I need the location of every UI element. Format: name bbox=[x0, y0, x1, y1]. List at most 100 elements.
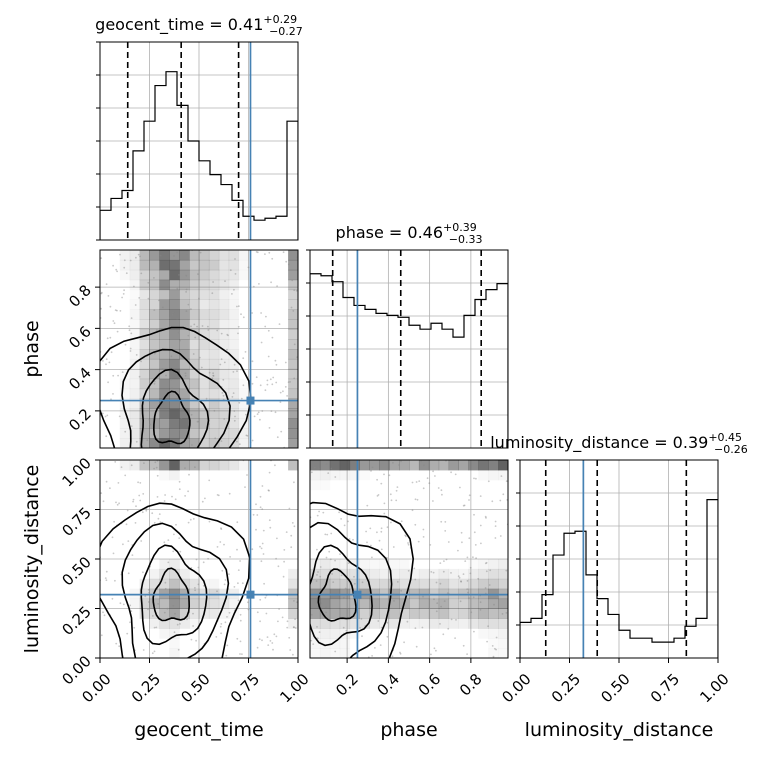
sample-point bbox=[126, 632, 129, 635]
sample-point bbox=[411, 509, 414, 512]
density-cell bbox=[319, 578, 331, 590]
density-cell bbox=[129, 408, 141, 419]
sample-point bbox=[422, 487, 425, 490]
sample-point bbox=[153, 352, 156, 355]
sample-point bbox=[270, 410, 273, 412]
sample-point bbox=[229, 556, 232, 558]
sample-point bbox=[134, 522, 137, 524]
density-cell bbox=[409, 608, 420, 619]
sample-point bbox=[374, 647, 376, 649]
density-cell bbox=[159, 598, 170, 609]
density-cell bbox=[438, 608, 450, 619]
sample-point bbox=[271, 336, 274, 339]
density-cell bbox=[129, 259, 141, 271]
sample-point bbox=[208, 520, 211, 523]
density-cell bbox=[329, 608, 341, 619]
sample-point bbox=[494, 525, 497, 527]
density-cell bbox=[389, 618, 400, 629]
density-cell bbox=[349, 559, 360, 570]
density-cell bbox=[139, 250, 150, 261]
sample-point bbox=[485, 561, 488, 564]
density-cell bbox=[139, 358, 150, 370]
density-cell bbox=[169, 598, 180, 609]
density-cell bbox=[189, 398, 200, 409]
sample-point bbox=[174, 498, 177, 501]
density-cell bbox=[179, 319, 190, 330]
sample-point bbox=[237, 569, 240, 571]
sample-point bbox=[172, 550, 175, 553]
density-cell bbox=[238, 388, 249, 399]
density-cell bbox=[448, 598, 459, 609]
density-cell bbox=[399, 618, 410, 629]
sample-point bbox=[491, 645, 494, 647]
x-tick-label: 0.00 bbox=[498, 670, 534, 706]
sample-point bbox=[204, 497, 206, 500]
sample-point bbox=[242, 384, 245, 387]
sample-point bbox=[110, 351, 113, 354]
sample-point bbox=[255, 528, 257, 531]
sample-point bbox=[170, 441, 172, 444]
sample-point bbox=[270, 281, 272, 284]
density-cell bbox=[199, 408, 210, 419]
sample-point bbox=[414, 578, 417, 581]
density-cell bbox=[199, 339, 210, 350]
density-cell bbox=[189, 289, 200, 300]
density-cell bbox=[208, 358, 220, 370]
sample-point bbox=[241, 582, 244, 585]
density-cell bbox=[159, 259, 170, 271]
density-cell bbox=[329, 638, 341, 649]
density-cell bbox=[169, 250, 180, 261]
sample-point bbox=[282, 251, 285, 254]
sample-point bbox=[275, 557, 277, 560]
density-cell bbox=[149, 289, 160, 300]
sample-point bbox=[220, 623, 223, 625]
sample-point bbox=[192, 612, 194, 615]
sample-point bbox=[283, 549, 286, 551]
density-cell bbox=[319, 568, 331, 580]
density-cell bbox=[199, 368, 210, 380]
sample-point bbox=[185, 288, 188, 291]
density-cell bbox=[159, 368, 170, 380]
sample-point bbox=[112, 264, 114, 267]
sample-point bbox=[383, 512, 386, 515]
sample-point bbox=[293, 626, 295, 629]
density-cell bbox=[149, 378, 160, 390]
sample-point bbox=[197, 273, 199, 275]
sample-point bbox=[279, 391, 282, 394]
density-cell bbox=[399, 559, 410, 570]
sample-point bbox=[179, 623, 181, 625]
sample-point bbox=[292, 653, 294, 656]
sample-point bbox=[267, 644, 270, 646]
density-cell bbox=[169, 269, 180, 281]
sample-point bbox=[442, 570, 445, 573]
density-cell bbox=[228, 398, 240, 409]
sample-point bbox=[310, 639, 313, 642]
density-cell bbox=[339, 469, 351, 481]
density-cell bbox=[199, 259, 210, 271]
sample-point bbox=[245, 413, 247, 416]
density-cell bbox=[228, 378, 240, 390]
sample-point bbox=[331, 573, 333, 575]
density-cell bbox=[119, 408, 131, 419]
sample-point bbox=[414, 523, 417, 526]
sample-point bbox=[422, 536, 425, 538]
sample-point bbox=[232, 371, 235, 373]
sample-point bbox=[289, 381, 291, 383]
density-cell bbox=[498, 578, 508, 590]
sample-point bbox=[220, 632, 223, 635]
sample-point bbox=[148, 591, 151, 594]
density-cell bbox=[218, 358, 230, 370]
density-cell bbox=[379, 568, 390, 580]
panel-frame bbox=[99, 249, 299, 449]
density-cell bbox=[310, 578, 321, 590]
x-tick-label: 0.50 bbox=[177, 670, 213, 706]
density-cell bbox=[349, 578, 360, 590]
density-cell bbox=[310, 608, 321, 619]
density-cell bbox=[228, 329, 240, 340]
sample-point bbox=[190, 638, 193, 641]
sample-point bbox=[125, 523, 128, 526]
density-cell bbox=[228, 368, 240, 380]
sample-point bbox=[115, 642, 118, 645]
sample-point bbox=[157, 603, 160, 605]
sample-point bbox=[236, 521, 239, 524]
